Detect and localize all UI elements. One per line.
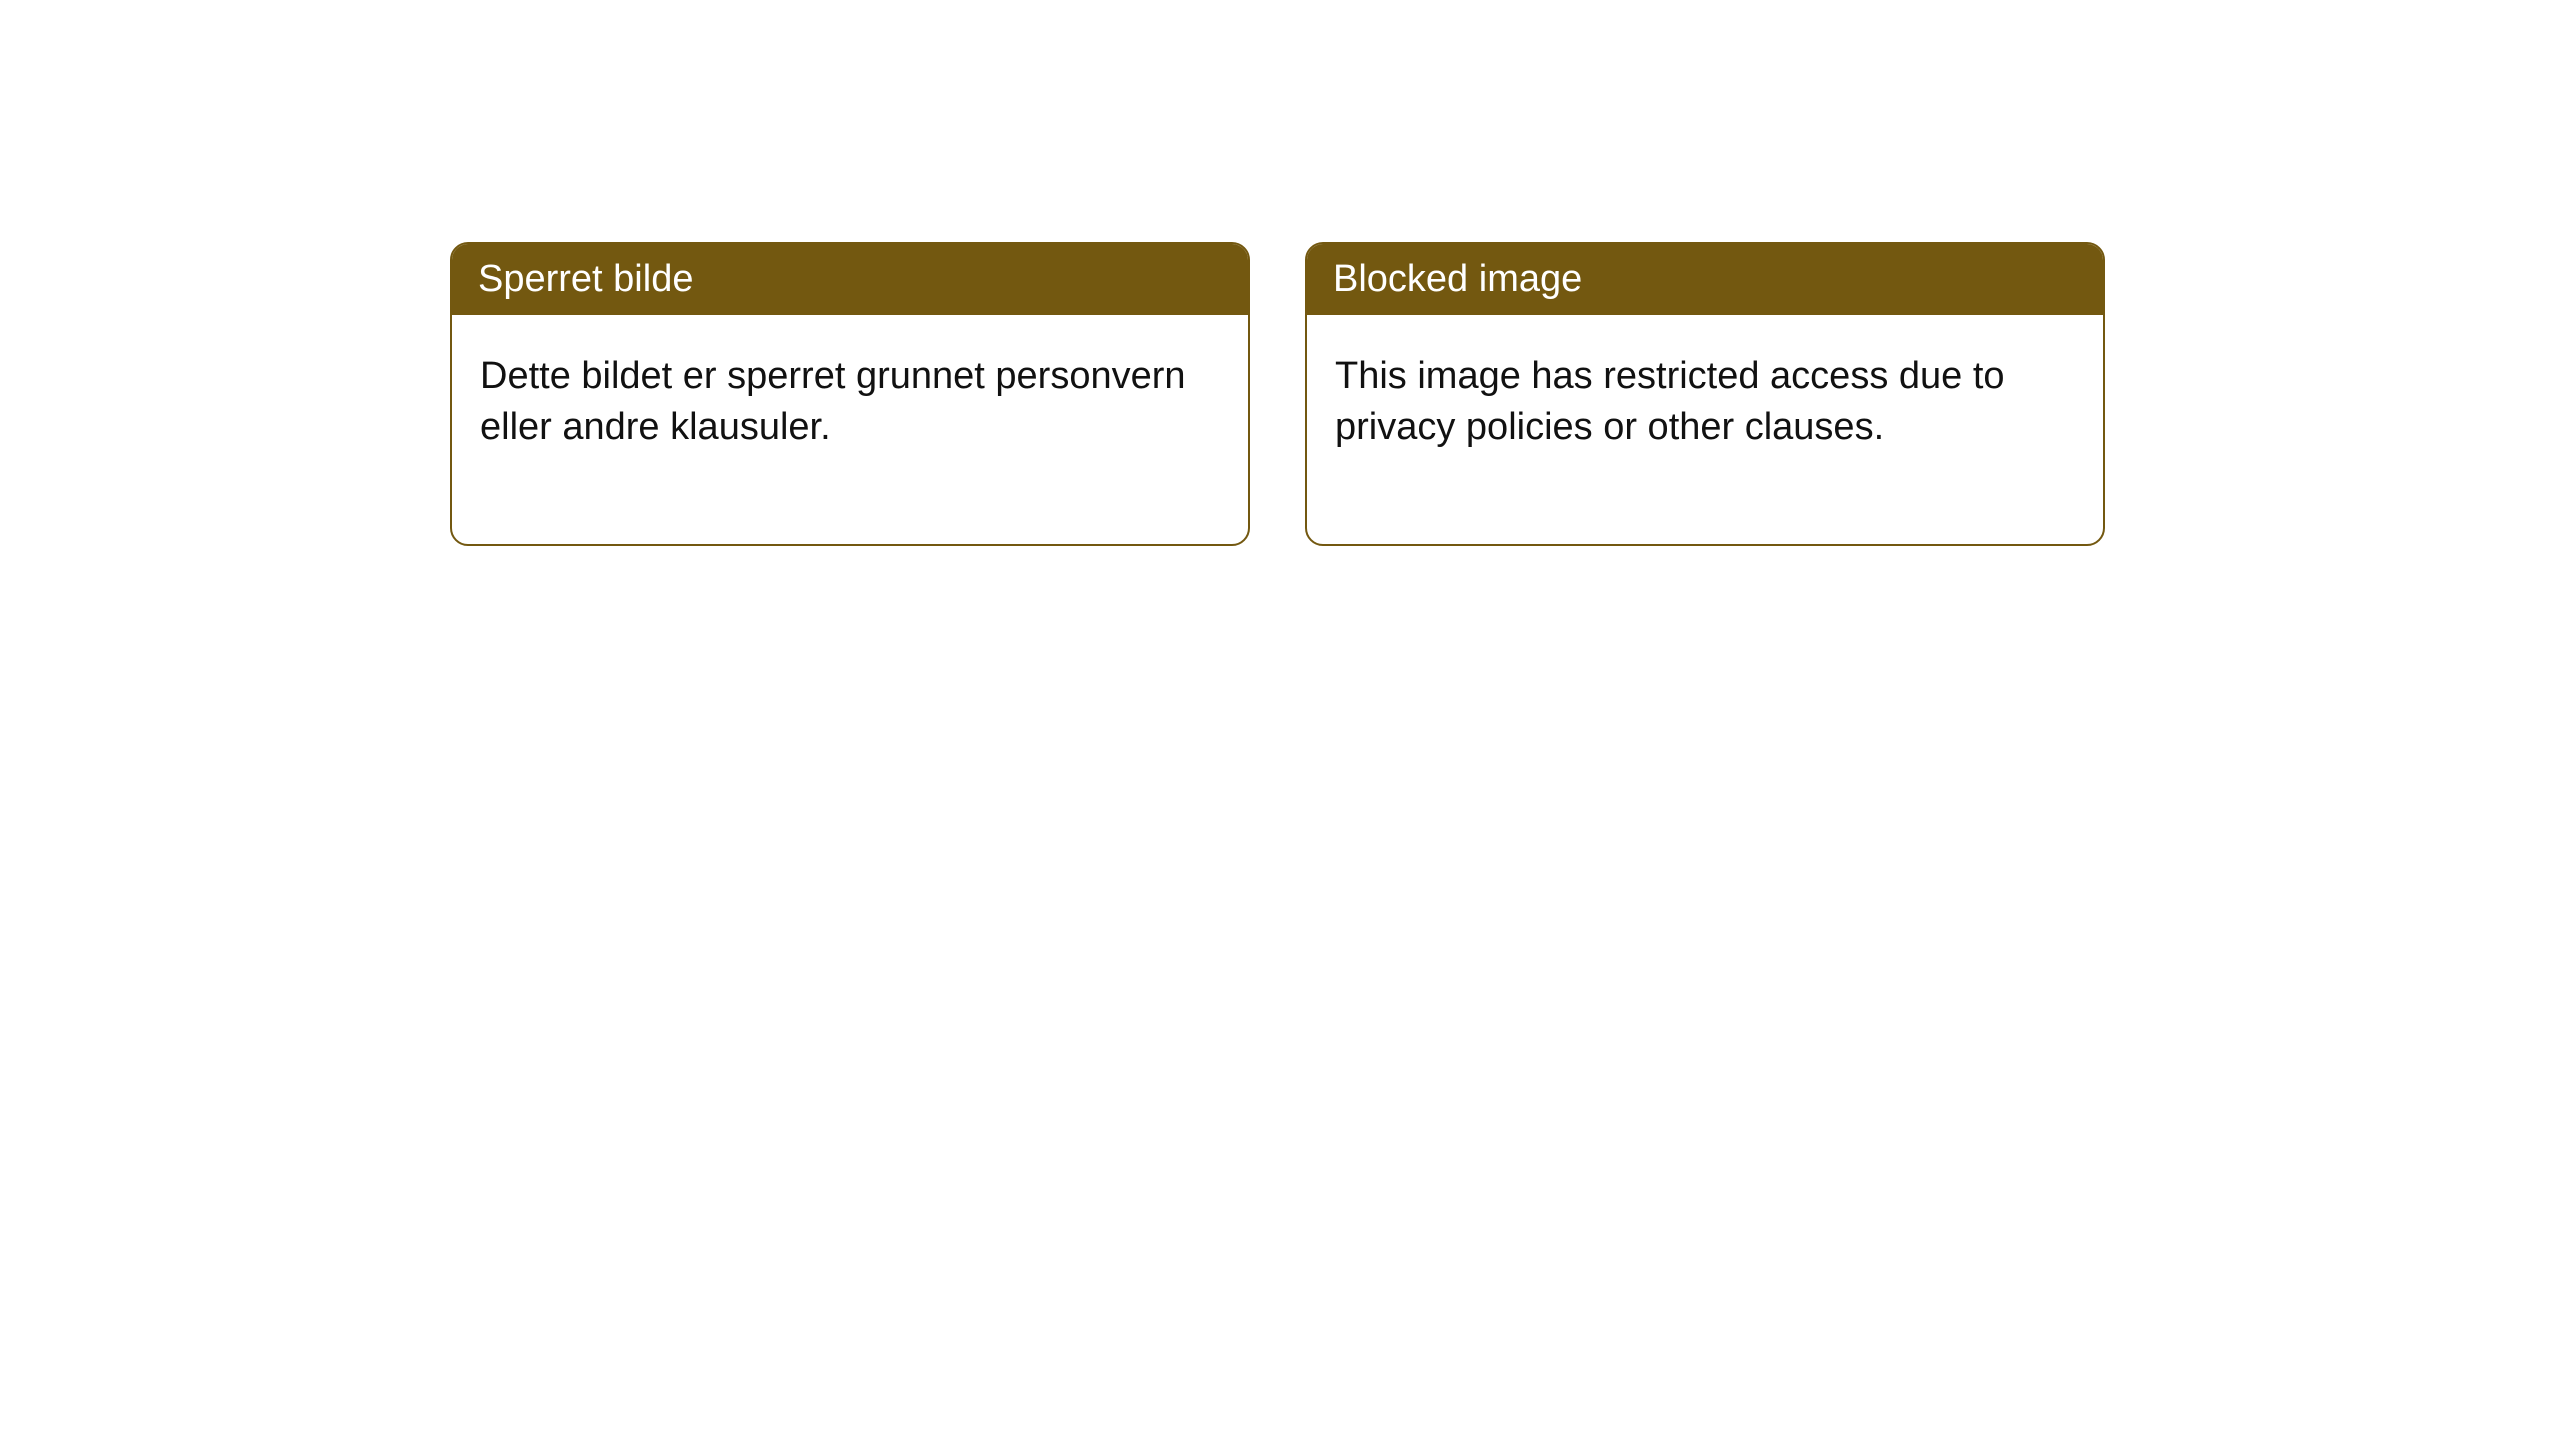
notice-card-header: Blocked image bbox=[1307, 244, 2103, 315]
notice-card-title: Sperret bilde bbox=[478, 258, 693, 300]
notice-card-text: Dette bildet er sperret grunnet personve… bbox=[480, 355, 1186, 448]
notice-card-body: Dette bildet er sperret grunnet personve… bbox=[452, 315, 1248, 544]
notice-card-body: This image has restricted access due to … bbox=[1307, 315, 2103, 544]
notice-card-no: Sperret bilde Dette bildet er sperret gr… bbox=[450, 242, 1250, 546]
notice-cards-container: Sperret bilde Dette bildet er sperret gr… bbox=[0, 0, 2560, 546]
notice-card-text: This image has restricted access due to … bbox=[1335, 355, 2005, 448]
notice-card-en: Blocked image This image has restricted … bbox=[1305, 242, 2105, 546]
notice-card-title: Blocked image bbox=[1333, 258, 1582, 300]
notice-card-header: Sperret bilde bbox=[452, 244, 1248, 315]
